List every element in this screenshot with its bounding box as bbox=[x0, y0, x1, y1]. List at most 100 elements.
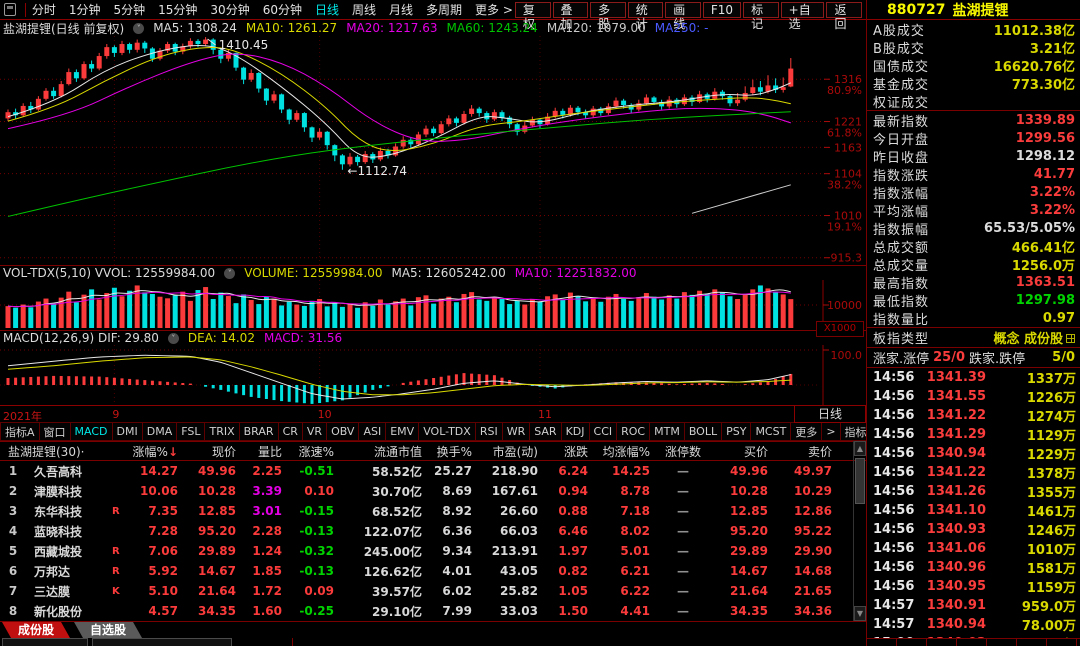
quote-label: 指数涨跌 bbox=[873, 168, 930, 184]
column-header[interactable]: 现价 bbox=[211, 444, 236, 459]
column-header[interactable]: 涨跌 bbox=[563, 444, 588, 459]
period-item[interactable]: 60分钟 bbox=[262, 3, 302, 17]
toolbar-button[interactable]: 返回 bbox=[826, 1, 863, 31]
window-icon[interactable] bbox=[4, 3, 16, 16]
tab-watchlist[interactable]: 自选股 bbox=[74, 622, 142, 638]
indicator-tab-vol-tdx[interactable]: VOL-TDX bbox=[419, 422, 476, 441]
collapse-chevron-icon[interactable]: ˅ bbox=[167, 332, 179, 344]
indicator-tab-emv[interactable]: EMV bbox=[386, 422, 420, 441]
table-group-header[interactable]: 盐湖提锂(30)· bbox=[8, 444, 85, 459]
column-header[interactable]: 均涨幅% bbox=[602, 444, 650, 459]
table-body: 1 久吾高科 14.27 49.96 2.25 -0.51 58.52亿 25.27 218.9… bbox=[0, 461, 866, 621]
period-item[interactable]: 月线 bbox=[389, 3, 414, 17]
table-cell: 25.27 bbox=[434, 464, 472, 478]
column-header[interactable]: 涨速% bbox=[298, 444, 334, 459]
indicator-tab-roc[interactable]: ROC bbox=[617, 422, 651, 441]
table-row[interactable]: 1 久吾高科 14.27 49.96 2.25 -0.51 58.52亿 25.27 218.9… bbox=[0, 461, 866, 481]
table-row[interactable]: 7 三达膜 K 5.10 21.64 1.72 0.09 39.57亿 6.02 25.82 1.0… bbox=[0, 581, 866, 601]
toolbar-button[interactable]: F10 bbox=[702, 1, 742, 18]
quote-row: 总成交量 1256.0万 bbox=[867, 255, 1080, 274]
indicator-tab-mtm[interactable]: MTM bbox=[650, 422, 685, 441]
indicator-tab-dmi[interactable]: DMI bbox=[112, 422, 143, 441]
indicator-extra-button[interactable]: 更多 bbox=[791, 422, 823, 441]
toolbar-button[interactable]: 标记 bbox=[743, 1, 779, 31]
toolbar-button[interactable]: 画线 bbox=[665, 1, 701, 31]
scrollbar-thumb[interactable] bbox=[855, 458, 865, 504]
indicator-tab-cr[interactable]: CR bbox=[278, 422, 303, 441]
period-item[interactable]: 更多 > bbox=[475, 3, 513, 17]
sector-type-row[interactable]: 板指类型 概念 成份股 bbox=[867, 328, 1080, 347]
table-row[interactable]: 4 蓝晓科技 7.28 95.20 2.28 -0.13 122.07亿 6.36 66.03 6… bbox=[0, 521, 866, 541]
table-cell: 1 bbox=[8, 464, 18, 478]
tick-volume: 1274万 bbox=[1026, 410, 1076, 425]
table-cell: 0.10 bbox=[304, 484, 334, 498]
indicator-group-button[interactable]: 指标A bbox=[0, 422, 40, 441]
column-header[interactable]: 涨幅%↓ bbox=[132, 444, 178, 459]
toolbar-button[interactable]: 统计 bbox=[627, 1, 664, 31]
indicator-tab-wr[interactable]: WR bbox=[502, 422, 531, 441]
column-header[interactable]: 卖价 bbox=[807, 444, 832, 459]
indicator-tab-rsi[interactable]: RSI bbox=[475, 422, 503, 441]
period-box[interactable]: 日线 bbox=[794, 405, 866, 423]
scrollbar-track[interactable] bbox=[854, 456, 866, 606]
cutoff-button bbox=[2, 638, 88, 646]
tick-row: 15:001340.024.45亿 bbox=[867, 634, 1080, 638]
period-item[interactable]: 分时 bbox=[31, 3, 56, 17]
table-row[interactable]: 8 新化股份 4.57 34.35 1.60 -0.25 29.10亿 7.99 33.03 1.… bbox=[0, 601, 866, 621]
indicator-tab-vr[interactable]: VR bbox=[302, 422, 328, 441]
table-row[interactable]: 3 东华科技 R 7.35 12.85 3.01 -0.15 68.52亿 8.92 26.60 0… bbox=[0, 501, 866, 521]
indicator-tab-dma[interactable]: DMA bbox=[142, 422, 178, 441]
period-item[interactable]: 5分钟 bbox=[113, 3, 146, 17]
tab-constituents[interactable]: 成份股 bbox=[2, 622, 70, 638]
table-cell: 西藏城投 bbox=[34, 544, 83, 559]
period-item[interactable]: 日线 bbox=[314, 3, 339, 17]
grid-icon[interactable] bbox=[1066, 334, 1075, 343]
table-row[interactable]: 6 万邦达 R 5.92 14.67 1.85 -0.13 126.62亿 4.01 43.05 0… bbox=[0, 561, 866, 581]
indicator-group-button[interactable]: 窗口 bbox=[39, 422, 71, 441]
table-cell: 245.00亿 bbox=[363, 544, 422, 559]
indicator-extra-button[interactable]: > bbox=[822, 422, 841, 441]
table-cell: 3.39 bbox=[252, 484, 282, 498]
column-header[interactable]: 涨停数 bbox=[664, 444, 701, 459]
quote-row: 总成交额 466.41亿 bbox=[867, 237, 1080, 256]
toolbar-button[interactable]: 复权 bbox=[514, 1, 551, 31]
ma60-line bbox=[7, 111, 791, 217]
quote-label: 基金成交 bbox=[873, 77, 930, 93]
indicator-tab-mcst[interactable]: MCST bbox=[751, 422, 792, 441]
indicator-tab-macd[interactable]: MACD bbox=[70, 422, 113, 441]
indicator-tab-sar[interactable]: SAR bbox=[530, 422, 562, 441]
indicator-tab-psy[interactable]: PSY bbox=[722, 422, 752, 441]
period-item[interactable]: 30分钟 bbox=[210, 3, 250, 17]
table-row[interactable]: 2 津膜科技 10.06 10.28 3.39 0.10 30.70亿 8.69 167.61 0… bbox=[0, 481, 866, 501]
toolbar-button[interactable]: 多股 bbox=[590, 1, 626, 31]
toolbar-button[interactable]: 叠加 bbox=[552, 1, 589, 31]
table-cell: 1.50 bbox=[558, 604, 588, 618]
indicator-tab-trix[interactable]: TRIX bbox=[205, 422, 240, 441]
indicator-tab-cci[interactable]: CCI bbox=[589, 422, 618, 441]
table-row[interactable]: 5 西藏城投 R 7.06 29.89 1.24 -0.32 245.00亿 9.34 213.9… bbox=[0, 541, 866, 561]
period-item[interactable]: 15分钟 bbox=[158, 3, 198, 17]
indicator-tab-kdj[interactable]: KDJ bbox=[561, 422, 590, 441]
table-cell: 10.28 bbox=[198, 484, 236, 498]
column-header[interactable]: 市盈(动) bbox=[492, 444, 538, 459]
table-cell: 2.28 bbox=[252, 524, 282, 538]
column-header[interactable]: 换手% bbox=[436, 444, 472, 459]
table-scrollbar[interactable]: ▲ ▼ bbox=[853, 441, 866, 621]
collapse-chevron-icon[interactable]: ˅ bbox=[133, 22, 145, 34]
period-item[interactable]: 多周期 bbox=[426, 3, 463, 17]
indicator-tab-boll[interactable]: BOLL bbox=[684, 422, 723, 441]
column-header[interactable]: 流通市值 bbox=[373, 444, 422, 459]
scroll-down-icon[interactable]: ▼ bbox=[854, 606, 866, 621]
indicator-tab-brar[interactable]: BRAR bbox=[239, 422, 279, 441]
toolbar-button[interactable]: +自选 bbox=[780, 1, 825, 31]
collapse-chevron-icon[interactable]: ˅ bbox=[224, 267, 236, 279]
scroll-up-icon[interactable]: ▲ bbox=[854, 441, 866, 456]
indicator-tab-obv[interactable]: OBV bbox=[327, 422, 360, 441]
column-header[interactable]: 买价 bbox=[743, 444, 768, 459]
column-header[interactable]: 量比 bbox=[257, 444, 282, 459]
indicator-extra-button[interactable]: 指标B bbox=[840, 422, 866, 441]
period-item[interactable]: 1分钟 bbox=[68, 3, 101, 17]
period-item[interactable]: 周线 bbox=[352, 3, 377, 17]
indicator-tab-fsl[interactable]: FSL bbox=[177, 422, 206, 441]
indicator-tab-asi[interactable]: ASI bbox=[359, 422, 387, 441]
